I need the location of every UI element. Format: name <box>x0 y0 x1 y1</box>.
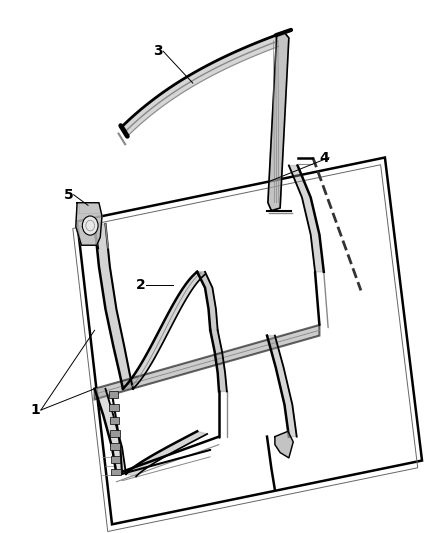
Text: 1: 1 <box>31 403 40 417</box>
Polygon shape <box>126 431 207 477</box>
Text: 4: 4 <box>319 150 328 165</box>
Polygon shape <box>267 336 297 437</box>
Polygon shape <box>95 389 126 474</box>
Polygon shape <box>268 33 289 211</box>
Bar <box>111 469 121 475</box>
Bar <box>110 443 120 450</box>
Polygon shape <box>289 165 324 272</box>
Text: 5: 5 <box>64 188 73 201</box>
Text: 2: 2 <box>135 278 145 292</box>
Polygon shape <box>197 272 227 391</box>
Bar <box>109 404 119 411</box>
Polygon shape <box>95 224 133 389</box>
Bar <box>110 417 119 424</box>
Circle shape <box>82 216 98 235</box>
Polygon shape <box>76 203 102 245</box>
Bar <box>109 391 118 398</box>
Bar <box>111 456 120 463</box>
Bar <box>110 430 120 437</box>
Polygon shape <box>123 35 279 135</box>
Polygon shape <box>95 325 319 399</box>
Text: 3: 3 <box>153 44 162 58</box>
Polygon shape <box>275 431 293 458</box>
Polygon shape <box>123 272 205 389</box>
